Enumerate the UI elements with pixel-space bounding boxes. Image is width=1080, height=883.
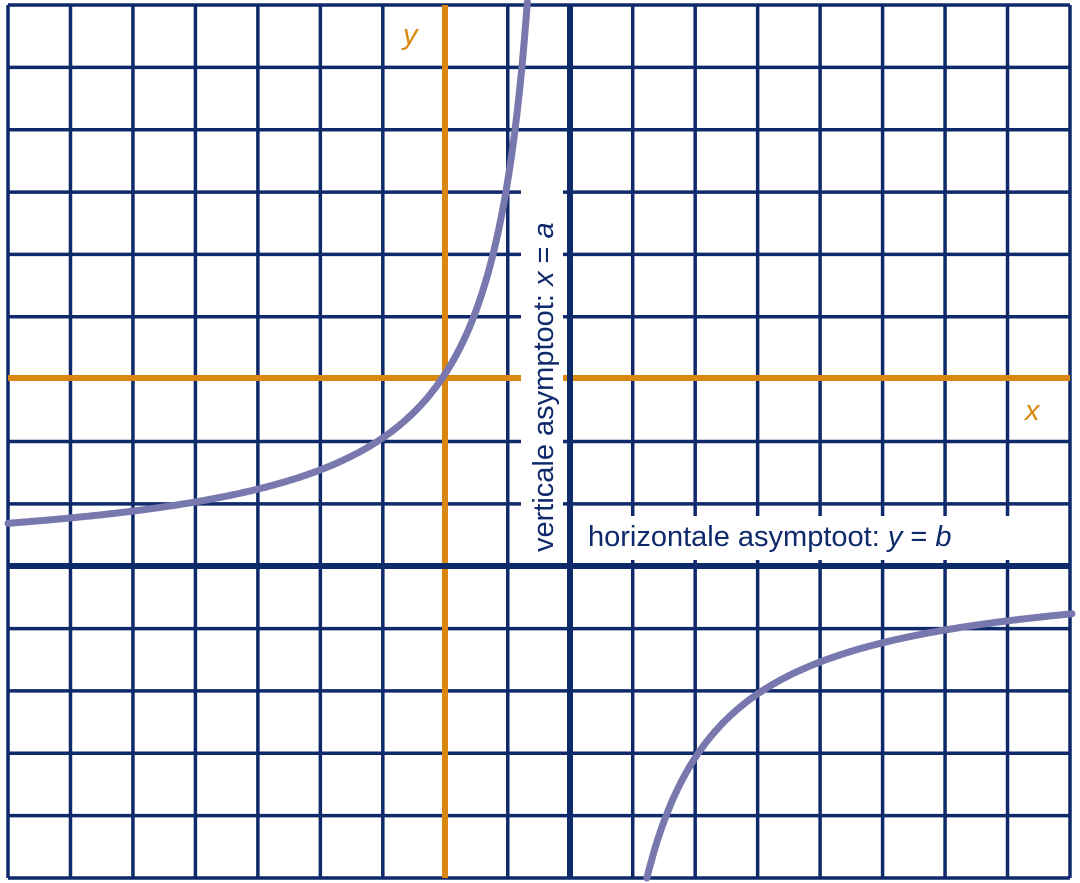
label-constant: a <box>528 222 560 238</box>
curve-left-branch <box>4 0 531 527</box>
curve-right-branch <box>643 610 1076 882</box>
horizontal-asymptote-label: horizontale asymptoot: y = b <box>588 521 952 553</box>
label-variable: x <box>528 270 560 288</box>
label-constant: b <box>935 521 951 553</box>
label-text: horizontale asymptoot: <box>588 521 880 553</box>
label-variable: y <box>886 521 904 553</box>
label-equals: = <box>528 247 560 264</box>
label-background <box>521 165 563 557</box>
label-background <box>578 516 1014 560</box>
y-axis-label: y <box>401 19 419 51</box>
x-axis-label: x <box>1023 395 1041 427</box>
label-text: verticale asymptoot: <box>528 294 560 552</box>
vertical-asymptote-label: verticale asymptoot: x = a <box>528 222 560 552</box>
label-equals: = <box>910 521 927 553</box>
